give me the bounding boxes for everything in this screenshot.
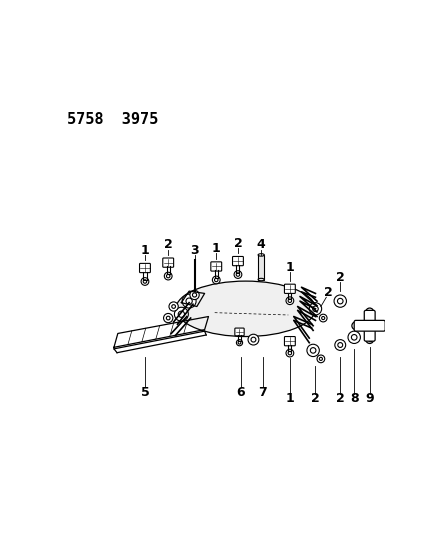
- Text: 3: 3: [190, 244, 199, 257]
- FancyBboxPatch shape: [354, 320, 385, 331]
- Circle shape: [319, 314, 327, 322]
- Circle shape: [193, 293, 196, 297]
- FancyBboxPatch shape: [235, 328, 244, 336]
- Circle shape: [317, 355, 325, 363]
- Circle shape: [190, 290, 199, 300]
- Text: 8: 8: [350, 392, 359, 406]
- Circle shape: [334, 295, 346, 308]
- Text: 2: 2: [336, 271, 345, 284]
- Circle shape: [310, 348, 316, 353]
- Ellipse shape: [258, 254, 265, 256]
- FancyBboxPatch shape: [364, 310, 375, 341]
- Text: 1: 1: [212, 243, 220, 255]
- Text: 2: 2: [336, 392, 345, 406]
- Circle shape: [178, 311, 184, 317]
- FancyBboxPatch shape: [211, 262, 222, 271]
- FancyBboxPatch shape: [140, 263, 150, 273]
- Text: 4: 4: [257, 238, 266, 252]
- Circle shape: [309, 303, 322, 315]
- Circle shape: [212, 276, 220, 284]
- Circle shape: [166, 316, 170, 320]
- Circle shape: [174, 308, 188, 321]
- Text: 5758  3975: 5758 3975: [68, 112, 159, 127]
- Circle shape: [234, 271, 242, 278]
- Circle shape: [366, 308, 374, 316]
- Text: 6: 6: [237, 386, 245, 399]
- Text: 2: 2: [324, 286, 333, 299]
- Circle shape: [313, 306, 318, 312]
- Circle shape: [236, 340, 243, 346]
- Circle shape: [214, 278, 218, 281]
- Circle shape: [182, 294, 196, 308]
- Circle shape: [166, 274, 170, 278]
- Circle shape: [348, 331, 360, 343]
- Text: 2: 2: [234, 237, 242, 250]
- Circle shape: [169, 302, 178, 311]
- Bar: [258, 255, 265, 280]
- Circle shape: [248, 334, 259, 345]
- Circle shape: [288, 299, 291, 302]
- FancyBboxPatch shape: [232, 256, 244, 265]
- Circle shape: [307, 344, 319, 357]
- Circle shape: [164, 272, 172, 280]
- Text: 7: 7: [259, 386, 267, 399]
- Text: 5: 5: [140, 386, 149, 399]
- Text: 1: 1: [140, 244, 149, 257]
- Circle shape: [351, 335, 357, 340]
- Circle shape: [186, 298, 192, 304]
- Circle shape: [251, 337, 256, 342]
- Circle shape: [288, 351, 291, 355]
- FancyBboxPatch shape: [285, 284, 295, 294]
- Circle shape: [163, 313, 173, 322]
- Circle shape: [286, 349, 294, 357]
- Ellipse shape: [176, 281, 315, 336]
- Circle shape: [338, 343, 343, 348]
- Circle shape: [335, 340, 346, 350]
- FancyBboxPatch shape: [163, 258, 174, 267]
- Ellipse shape: [258, 278, 265, 281]
- Circle shape: [286, 297, 294, 304]
- Circle shape: [236, 273, 240, 276]
- Text: 2: 2: [164, 238, 172, 252]
- Text: 2: 2: [311, 392, 320, 406]
- Text: 1: 1: [285, 392, 294, 406]
- Circle shape: [322, 317, 325, 320]
- Text: 9: 9: [366, 392, 374, 406]
- Circle shape: [352, 322, 360, 329]
- FancyBboxPatch shape: [285, 336, 295, 346]
- Circle shape: [380, 322, 387, 329]
- Circle shape: [172, 305, 175, 309]
- Circle shape: [141, 278, 149, 285]
- Text: 1: 1: [285, 261, 294, 274]
- Circle shape: [238, 341, 241, 344]
- Circle shape: [366, 336, 374, 343]
- Circle shape: [337, 298, 343, 304]
- Circle shape: [143, 280, 147, 283]
- Circle shape: [319, 357, 322, 360]
